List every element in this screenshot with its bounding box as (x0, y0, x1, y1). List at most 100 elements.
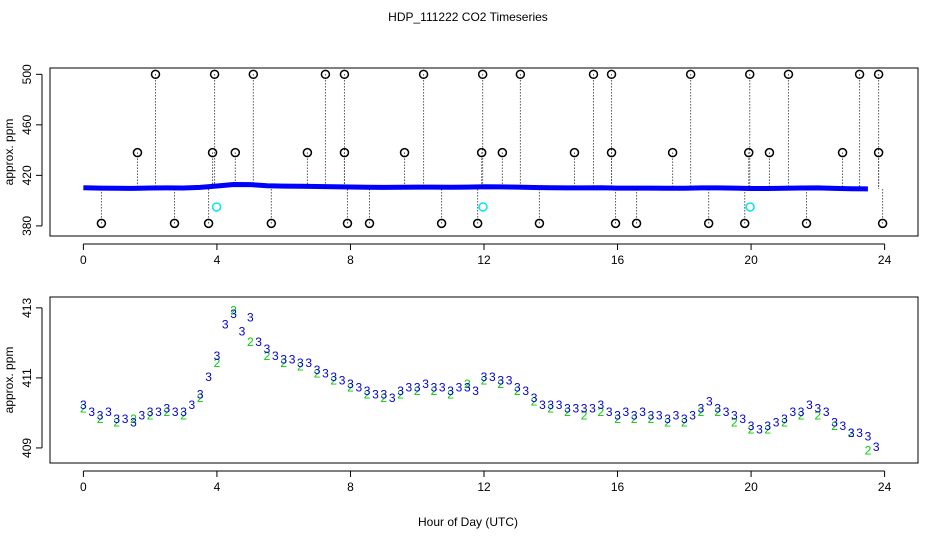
point (606, 69, 617, 80)
point-marker: 3 (431, 381, 438, 395)
point-marker: 3 (756, 423, 763, 437)
y-tick-label: 413 (20, 298, 34, 318)
point-marker: 2 (581, 409, 588, 423)
point-marker: 3 (389, 391, 396, 405)
point-marker: 2 (815, 409, 822, 423)
point-marker: 2 (130, 412, 137, 426)
point (207, 147, 218, 158)
point (606, 147, 617, 158)
point-marker: 3 (280, 353, 287, 367)
point-marker: 3 (439, 381, 446, 395)
point-marker: 3 (214, 349, 221, 363)
plot-box (49, 67, 919, 237)
point-marker: 3 (673, 409, 680, 423)
point-marker: 3 (815, 402, 822, 416)
point-marker: 3 (456, 381, 463, 395)
y-tick-label: 409 (20, 438, 34, 458)
point-marker: 2 (297, 360, 304, 374)
point-marker: 3 (664, 412, 671, 426)
x-tick-label: 8 (347, 480, 354, 494)
point (764, 147, 775, 158)
x-tick-label: 20 (744, 253, 758, 267)
point (873, 147, 884, 158)
point (854, 69, 865, 80)
point-marker: 3 (264, 342, 271, 356)
point-marker: 3 (255, 335, 262, 349)
point (436, 218, 447, 229)
point-marker: 2 (230, 304, 237, 318)
point-marker: 3 (372, 388, 379, 402)
x-tick-label: 4 (214, 480, 221, 494)
point-marker: 3 (823, 405, 830, 419)
point-marker: 3 (272, 349, 279, 363)
point-marker: 2 (180, 409, 187, 423)
point (364, 218, 375, 229)
point-marker: 3 (806, 398, 813, 412)
point-marker: 3 (113, 412, 120, 426)
point-marker: 3 (314, 363, 321, 377)
x-tick-label: 16 (611, 253, 625, 267)
point-marker: 3 (789, 405, 796, 419)
point-marker: 3 (781, 412, 788, 426)
point (211, 202, 222, 212)
point-marker: 2 (781, 416, 788, 430)
point-marker: 3 (497, 374, 504, 388)
point (302, 147, 313, 158)
point (588, 69, 599, 80)
point-marker: 3 (514, 381, 521, 395)
point-marker: 2 (97, 412, 104, 426)
point-marker: 2 (347, 381, 354, 395)
y-tick-label: 500 (20, 64, 34, 84)
point (132, 147, 143, 158)
point-marker: 3 (623, 405, 630, 419)
point-marker: 2 (397, 388, 404, 402)
point (150, 69, 161, 80)
point-marker: 2 (748, 423, 755, 437)
point (744, 69, 755, 80)
point-marker: 3 (689, 409, 696, 423)
point-marker: 2 (481, 374, 488, 388)
point-marker: 3 (189, 398, 196, 412)
point-marker: 3 (572, 402, 579, 416)
point-marker: 3 (330, 370, 337, 384)
x-tick-label: 0 (80, 480, 87, 494)
point (248, 69, 259, 80)
y-axis-label: approx. ppm (2, 119, 16, 186)
point-marker: 3 (539, 398, 546, 412)
point-marker: 2 (664, 416, 671, 430)
point (477, 69, 488, 80)
point-marker: 2 (214, 356, 221, 370)
point (631, 218, 642, 229)
point-marker: 2 (431, 384, 438, 398)
point-marker: 2 (447, 388, 454, 402)
point-marker: 3 (748, 419, 755, 433)
point-marker: 2 (164, 405, 171, 419)
x-tick-label: 24 (878, 253, 892, 267)
point-marker: 3 (472, 384, 479, 398)
point-marker: 3 (147, 405, 154, 419)
point (515, 69, 526, 80)
point (209, 69, 220, 80)
point-marker: 2 (280, 356, 287, 370)
point (739, 218, 750, 229)
y-tick-label: 411 (20, 368, 34, 387)
point (610, 218, 621, 229)
point-marker: 3 (798, 405, 805, 419)
point-marker: 2 (598, 405, 605, 419)
point-marker: 2 (381, 391, 388, 405)
point (685, 69, 696, 80)
point-marker: 3 (105, 405, 112, 419)
point-marker: 3 (247, 311, 254, 325)
point-marker: 3 (222, 318, 229, 332)
x-tick-label: 0 (80, 253, 87, 267)
point-marker: 3 (355, 381, 362, 395)
point-marker: 3 (856, 426, 863, 440)
point-marker: 3 (122, 412, 129, 426)
x-tick-label: 20 (744, 480, 758, 494)
point-marker: 3 (840, 419, 847, 433)
point-marker: 3 (656, 409, 663, 423)
point-marker: 3 (564, 402, 571, 416)
point (266, 218, 277, 229)
point-marker: 3 (305, 356, 312, 370)
point-marker: 3 (197, 388, 204, 402)
